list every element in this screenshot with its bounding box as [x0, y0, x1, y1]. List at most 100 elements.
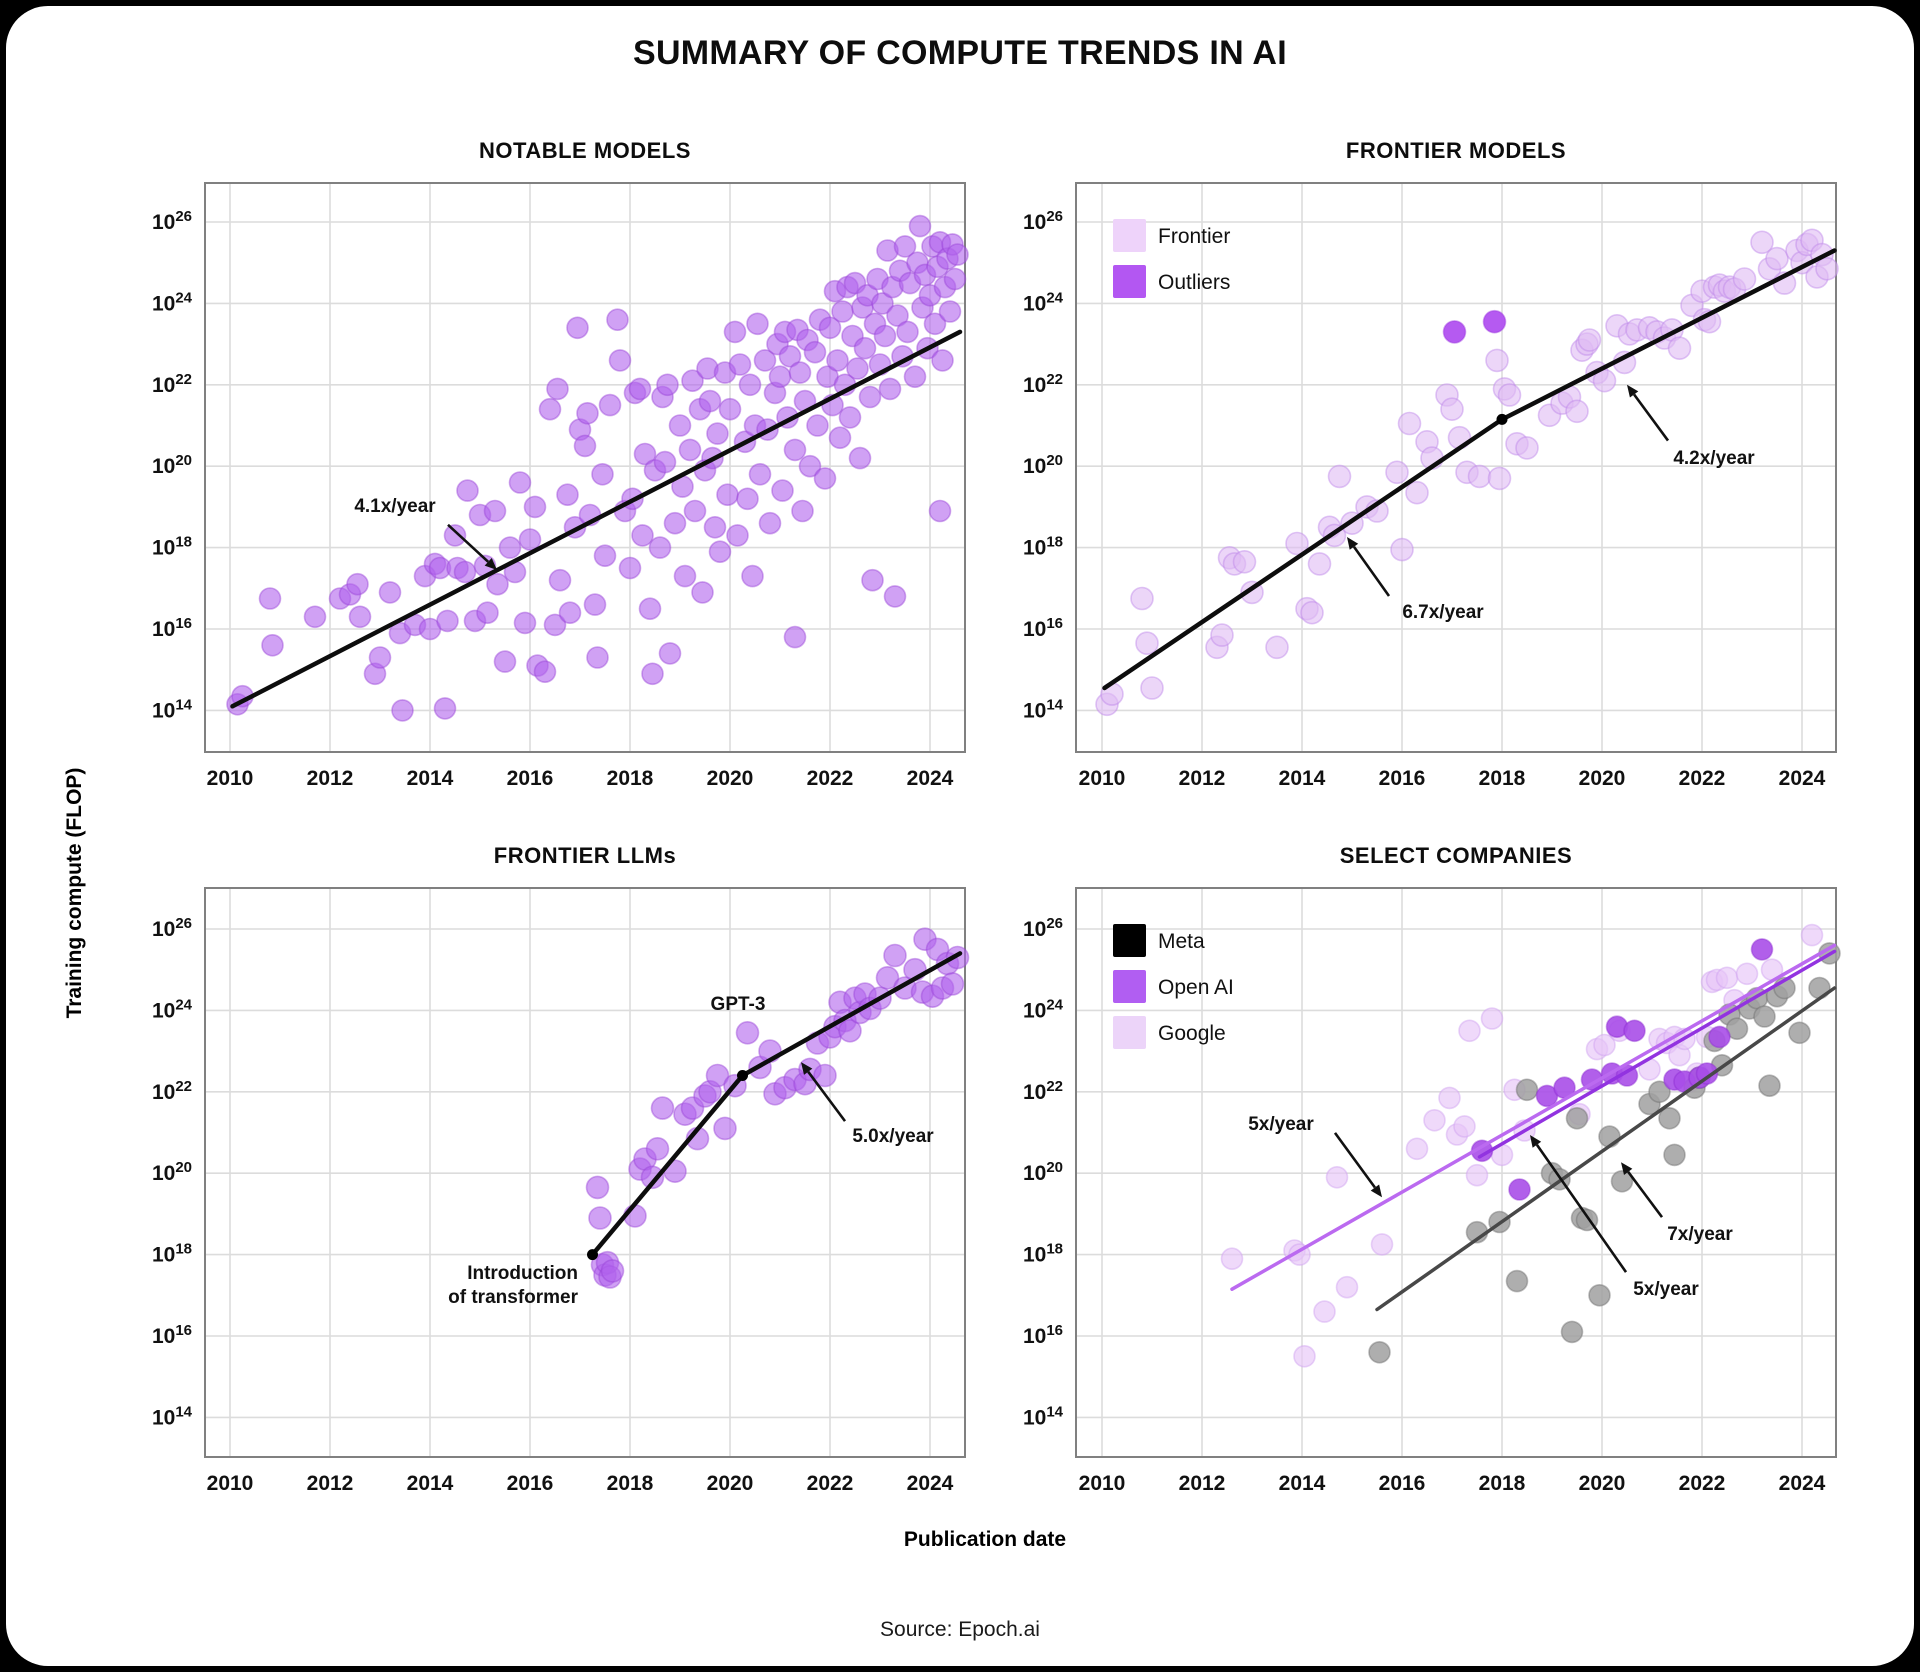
x-tick-label: 2012: [307, 767, 354, 790]
y-tick-label: 1024: [152, 996, 193, 1022]
legend-item-google: Google: [1113, 1016, 1226, 1049]
annotation-text: 4.1x/year: [354, 496, 436, 517]
x-tick-label: 2024: [1779, 1472, 1826, 1495]
x-tick-label: 2018: [607, 1472, 654, 1495]
y-tick-label: 1024: [1023, 996, 1064, 1022]
y-tick-label: 1022: [1023, 371, 1063, 397]
annotation-arrow: [1627, 384, 1670, 442]
annotation-text: GPT-3: [711, 994, 766, 1015]
annotation-text: 5x/year: [1633, 1279, 1699, 1300]
legend-label: Meta: [1158, 930, 1205, 953]
panel-title: NOTABLE MODELS: [479, 138, 691, 163]
y-tick-label: 1020: [152, 1159, 192, 1185]
legend-swatch-frontier: [1113, 219, 1146, 252]
y-tick-label: 1026: [152, 915, 192, 941]
x-tick-label: 2010: [1079, 1472, 1126, 1495]
legend-item-meta: Meta: [1113, 924, 1205, 957]
y-tick-label: 1014: [1023, 696, 1064, 722]
annotation-arrow: [1621, 1162, 1664, 1218]
annotation-arrow: [1530, 1134, 1628, 1273]
trend-line-3: [1477, 949, 1837, 1159]
x-tick-label: 2022: [807, 1472, 854, 1495]
legend-swatch-open-ai: [1113, 970, 1146, 1003]
y-tick-label: 1018: [1023, 1241, 1063, 1267]
y-tick-label: 1022: [152, 371, 192, 397]
legend-item-open-ai: Open AI: [1113, 970, 1234, 1003]
x-tick-label: 2020: [707, 1472, 754, 1495]
x-tick-label: 2014: [407, 767, 454, 790]
trend-kink-dot: [737, 1070, 748, 1082]
trend-kink-dot: [587, 1249, 598, 1261]
trend-line-1: [230, 329, 963, 709]
panel-select-companies: 5x/year 7x/year 5x/year Meta Open AI Google 10…: [1023, 843, 1841, 1495]
y-tick-label: 1016: [152, 1322, 192, 1348]
x-tick-label: 2016: [1379, 767, 1426, 790]
source-credit: Source: Epoch.ai: [880, 1618, 1040, 1641]
x-tick-label: 2010: [1079, 767, 1126, 790]
x-tick-label: 2022: [1679, 1472, 1726, 1495]
x-tick-label: 2012: [1179, 767, 1226, 790]
y-tick-label: 1020: [1023, 1159, 1063, 1185]
y-tick-label: 1020: [1023, 452, 1063, 478]
annotation-arrow: [447, 523, 497, 570]
series-google: [1220, 923, 1824, 1368]
x-tick-label: 2012: [307, 1472, 354, 1495]
legend-swatch-meta: [1113, 924, 1146, 957]
series-meta: [1368, 942, 1841, 1364]
plot-border: [1075, 887, 1837, 1458]
y-tick-label: 1026: [152, 208, 192, 234]
plot-border: [204, 887, 966, 1458]
y-tick-label: 1018: [1023, 534, 1063, 560]
series-notable-models: [226, 214, 969, 722]
y-tick-label: 1022: [152, 1078, 192, 1104]
trend-line-1: [1230, 943, 1837, 1291]
y-tick-label: 1026: [1023, 915, 1063, 941]
legend-swatch-google: [1113, 1016, 1146, 1049]
x-tick-label: 2014: [407, 1472, 454, 1495]
y-tick-label: 1014: [152, 696, 193, 722]
y-tick-label: 1016: [1023, 615, 1063, 641]
panel-frontier-llms: GPT-3 Introduction of transformer 5.0x/year…: [152, 843, 970, 1495]
grid-lines: [1076, 183, 1836, 752]
x-tick-label: 2024: [907, 1472, 954, 1495]
x-tick-label: 2010: [207, 1472, 254, 1495]
panel-title: SELECT COMPANIES: [1340, 843, 1573, 868]
trend-line-2: [1375, 986, 1837, 1312]
y-tick-label: 1020: [152, 452, 192, 478]
x-tick-label: 2010: [207, 767, 254, 790]
x-tick-label: 2018: [1479, 767, 1526, 790]
x-tick-label: 2018: [607, 767, 654, 790]
y-tick-label: 1024: [1023, 289, 1064, 315]
y-tick-label: 1014: [152, 1403, 193, 1429]
panel-title: FRONTIER LLMs: [494, 843, 677, 868]
x-tick-label: 2016: [1379, 1472, 1426, 1495]
x-tick-label: 2016: [507, 1472, 554, 1495]
x-tick-label: 2020: [707, 767, 754, 790]
series-frontier: [1095, 228, 1839, 717]
y-tick-label: 1018: [152, 1241, 192, 1267]
x-tick-label: 2024: [907, 767, 954, 790]
x-tick-label: 2020: [1579, 767, 1626, 790]
annotation-text: Introduction of transformer: [448, 1263, 578, 1308]
figure-title: SUMMARY OF COMPUTE TRENDS IN AI: [632, 34, 1288, 72]
y-tick-label: 1014: [1023, 1403, 1064, 1429]
legend-swatch-outliers: [1113, 265, 1146, 298]
trend-kink-dot: [1496, 413, 1508, 425]
x-tick-label: 2016: [507, 767, 554, 790]
plot-border: [204, 182, 966, 753]
legend-label: Open AI: [1158, 976, 1234, 999]
x-tick-label: 2020: [1579, 1472, 1626, 1495]
panel-notable-models: 4.1x/year 1026 1024 1022 1020 1018 1016 1014 201…: [152, 138, 969, 790]
x-tick-label: 2018: [1479, 1472, 1526, 1495]
x-tick-label: 2014: [1279, 1472, 1326, 1495]
y-tick-label: 1024: [152, 289, 193, 315]
legend-item-frontier: Frontier: [1113, 219, 1230, 252]
x-axis-label: Publication date: [903, 1528, 1067, 1551]
panel-title: FRONTIER MODELS: [1346, 138, 1566, 163]
annotation-text: 4.2x/year: [1673, 448, 1755, 469]
y-tick-label: 1016: [1023, 1322, 1063, 1348]
legend-item-outliers: Outliers: [1113, 265, 1230, 298]
plot-border: [1075, 182, 1837, 753]
x-tick-label: 2022: [807, 767, 854, 790]
